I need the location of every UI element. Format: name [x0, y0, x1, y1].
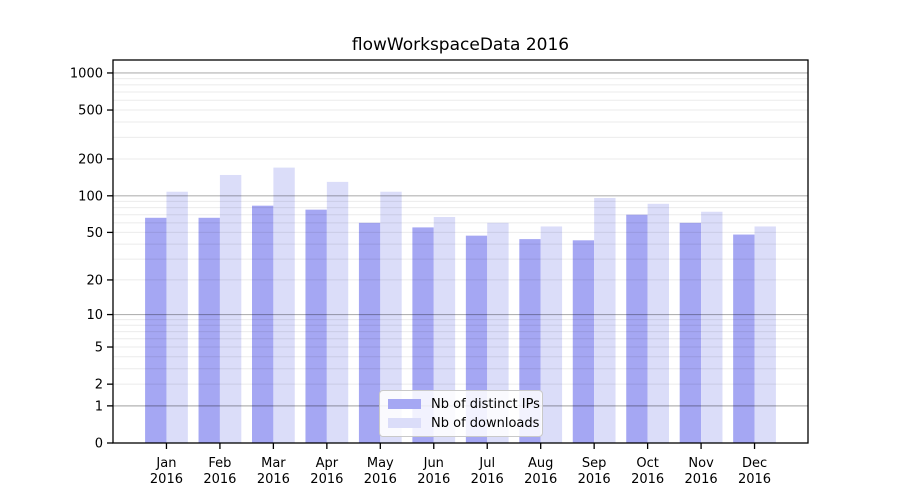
x-tick-label-year-nov: 2016: [685, 472, 718, 487]
x-tick-label-apr: Apr: [316, 456, 339, 471]
y-tick-label-1: 1: [95, 399, 103, 414]
x-tick-label-year-aug: 2016: [524, 472, 557, 487]
bar-nb-of-distinct-ips-may: [358, 222, 381, 443]
x-tick-label-year-apr: 2016: [310, 472, 343, 487]
legend-swatch-distinct-ips: [388, 399, 421, 409]
x-tick-label-year-sep: 2016: [578, 472, 611, 487]
bar-nb-of-distinct-ips-apr: [305, 209, 327, 443]
bar-nb-of-distinct-ips-dec: [733, 234, 755, 443]
x-tick-label-oct: Oct: [636, 456, 658, 471]
x-tick-label-mar: Mar: [261, 456, 286, 471]
y-tick-label-0: 0: [95, 437, 103, 452]
y-tick-label-100: 100: [78, 189, 103, 204]
legend: Nb of distinct IPs Nb of downloads: [379, 390, 543, 437]
x-tick-label-year-jun: 2016: [417, 472, 450, 487]
bar-nb-of-distinct-ips-mar: [252, 205, 274, 443]
bar-nb-of-downloads-nov: [701, 211, 723, 443]
x-tick-label-year-mar: 2016: [257, 472, 290, 487]
x-tick-label-may: May: [367, 456, 394, 471]
x-tick-label-aug: Aug: [528, 456, 553, 471]
x-tick-label-year-oct: 2016: [631, 472, 664, 487]
bar-nb-of-downloads-aug: [540, 226, 563, 443]
bar-nb-of-downloads-sep: [594, 197, 616, 443]
plot-border: [112, 59, 809, 444]
bar-nb-of-downloads-oct: [647, 203, 669, 443]
bar-nb-of-distinct-ips-jun: [412, 227, 434, 443]
y-tick-label-200: 200: [78, 152, 103, 167]
bar-nb-of-distinct-ips-sep: [572, 240, 595, 443]
legend-item-distinct-ips: Nb of distinct IPs: [388, 397, 540, 412]
x-tick-label-year-jan: 2016: [150, 472, 183, 487]
bar-nb-of-distinct-ips-jan: [145, 217, 167, 443]
bar-nb-of-downloads-may: [380, 191, 402, 443]
x-tick-label-feb: Feb: [208, 456, 231, 471]
legend-label-distinct-ips: Nb of distinct IPs: [431, 396, 540, 412]
legend-item-downloads: Nb of downloads: [388, 416, 539, 431]
y-tick-label-1000: 1000: [70, 66, 103, 81]
x-tick-label-jun: Jun: [423, 456, 444, 471]
legend-swatch-downloads: [388, 418, 421, 428]
y-tick-label-2: 2: [95, 378, 103, 393]
bar-nb-of-downloads-jul: [487, 222, 509, 443]
x-tick-label-year-feb: 2016: [203, 472, 236, 487]
x-tick-label-dec: Dec: [742, 456, 767, 471]
y-tick-label-50: 50: [86, 226, 103, 241]
x-tick-label-jan: Jan: [155, 456, 176, 471]
x-tick-label-year-jul: 2016: [471, 472, 504, 487]
bar-nb-of-downloads-jan: [166, 191, 188, 443]
bar-nb-of-distinct-ips-oct: [626, 214, 648, 443]
legend-label-downloads: Nb of downloads: [431, 415, 540, 431]
x-tick-label-nov: Nov: [688, 456, 714, 471]
bar-nb-of-downloads-dec: [754, 226, 776, 443]
bar-nb-of-downloads-mar: [273, 167, 295, 444]
x-tick-label-year-dec: 2016: [738, 472, 771, 487]
x-tick-label-year-may: 2016: [364, 472, 397, 487]
bar-nb-of-downloads-apr: [326, 181, 349, 443]
bar-nb-of-distinct-ips-nov: [679, 222, 702, 443]
x-tick-label-jul: Jul: [478, 456, 495, 471]
y-tick-label-500: 500: [78, 104, 103, 119]
bar-nb-of-distinct-ips-feb: [198, 217, 220, 443]
chart-title: flowWorkspaceData 2016: [351, 35, 570, 55]
y-tick-label-10: 10: [86, 308, 103, 323]
y-tick-label-5: 5: [95, 341, 103, 356]
y-tick-label-20: 20: [86, 273, 103, 288]
bar-nb-of-downloads-jun: [433, 217, 456, 443]
x-tick-label-sep: Sep: [582, 456, 607, 471]
bar-nb-of-downloads-feb: [219, 174, 242, 444]
